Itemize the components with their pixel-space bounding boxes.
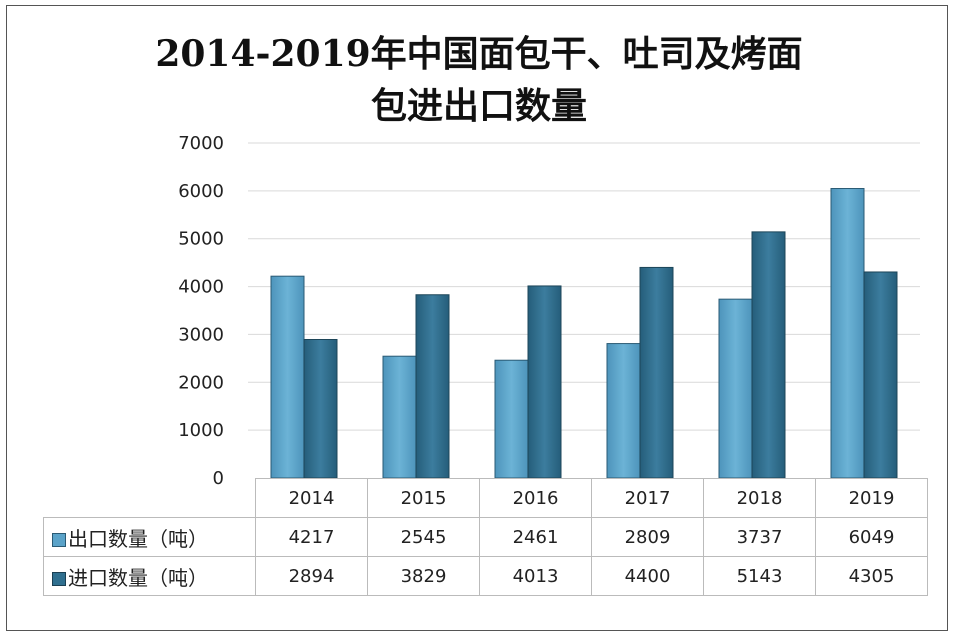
y-tick-label: 5000 [178, 229, 224, 250]
data-label: 2545 [367, 517, 480, 557]
y-tick-label: 6000 [178, 181, 224, 202]
y-tick-label: 3000 [178, 324, 224, 345]
import-swatch-icon [52, 572, 66, 586]
data-label: 4400 [591, 556, 704, 596]
y-tick-label: 4000 [178, 277, 224, 298]
legend-export: 出口数量（吨） [43, 517, 256, 557]
legend-label: 出口数量（吨） [68, 526, 208, 551]
import-bar-2015 [415, 294, 450, 479]
table-corner [44, 479, 256, 518]
y-tick-label: 0 [213, 468, 224, 489]
export-bar-2017 [606, 343, 641, 479]
title-line-2: 包进出口数量 [370, 85, 587, 127]
data-label: 6049 [815, 517, 928, 557]
data-label: 3829 [367, 556, 480, 596]
export-bar-2016 [494, 359, 529, 479]
export-swatch-icon [52, 533, 66, 547]
import-bar-2017 [639, 266, 674, 479]
legend-label: 进口数量（吨） [68, 565, 208, 590]
category-label: 2017 [591, 478, 704, 518]
data-label: 4305 [815, 556, 928, 596]
data-label: 2894 [255, 556, 368, 596]
import-bar-2014 [303, 339, 338, 479]
data-label: 2809 [591, 517, 704, 557]
data-label: 4217 [255, 517, 368, 557]
export-bar-2015 [382, 355, 417, 479]
import-bar-2019 [863, 271, 898, 479]
category-label: 2019 [815, 478, 928, 518]
title-line-1: 2014-2019年中国面包干、吐司及烤面 [155, 33, 803, 75]
data-label: 5143 [703, 556, 816, 596]
y-tick-label: 7000 [178, 133, 224, 154]
import-bar-2018 [751, 231, 786, 479]
export-bar-2014 [270, 275, 305, 479]
chart-frame [6, 5, 948, 631]
y-tick-label: 2000 [178, 372, 224, 393]
legend-import: 进口数量（吨） [43, 556, 256, 596]
category-label: 2015 [367, 478, 480, 518]
data-table: 2014 2015 2016 2017 2018 2019 出口数量（吨） 4217 2545… [43, 478, 928, 596]
import-bar-2016 [527, 285, 562, 479]
data-label: 3737 [703, 517, 816, 557]
category-label: 2014 [255, 478, 368, 518]
category-label: 2016 [479, 478, 592, 518]
category-label: 2018 [703, 478, 816, 518]
export-bar-2018 [718, 298, 753, 479]
data-label: 4013 [479, 556, 592, 596]
chart-title: 2014-2019年中国面包干、吐司及烤面 包进出口数量 [0, 28, 958, 132]
y-tick-label: 1000 [178, 420, 224, 441]
export-bar-2019 [830, 188, 865, 479]
data-label: 2461 [479, 517, 592, 557]
